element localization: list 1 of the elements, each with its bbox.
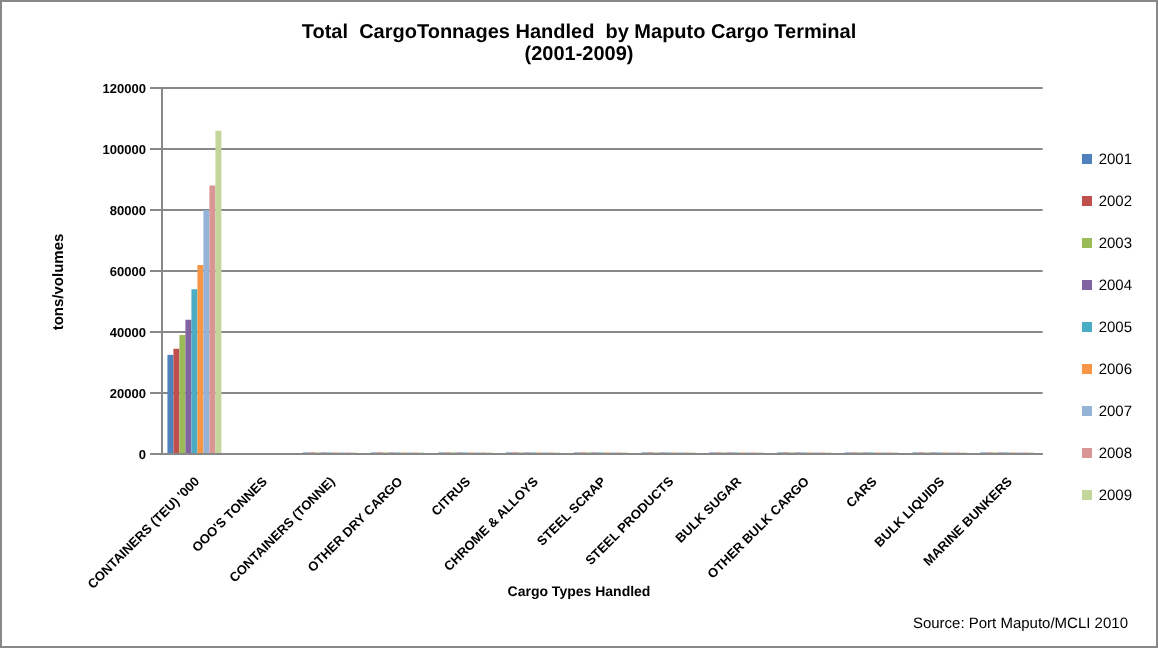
chart-title: Total CargoTonnages Handled by Maputo Cargo Terminal (2001-2009) xyxy=(299,22,859,66)
